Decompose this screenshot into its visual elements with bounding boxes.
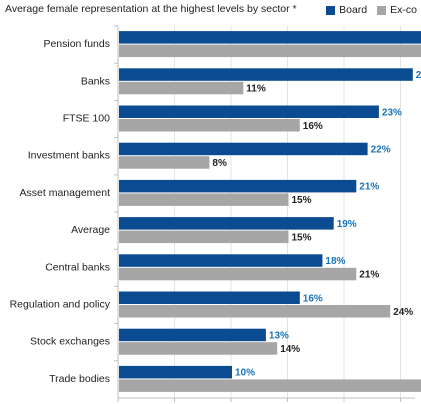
bar-board [119,179,357,193]
bar-exco [119,156,210,169]
bar-board [119,328,266,342]
category-label: Pension funds [43,38,110,50]
bar-exco [119,44,421,58]
data-label-exco: 24% [393,307,413,318]
bar-board [119,68,413,81]
data-label-exco: 14% [280,344,300,355]
bar-exco [119,267,357,281]
data-label-board: 21% [359,182,379,193]
legend-label-exco: Ex-co [390,4,417,16]
data-label-board: 19% [337,219,357,230]
category-label: FTSE 100 [63,113,110,125]
data-label-exco: 11% [246,84,266,95]
bar-board [119,31,421,44]
data-label-board: 10% [235,368,255,379]
bar-exco [119,305,391,318]
data-label-board: 16% [303,293,323,304]
legend-label-board: Board [339,4,368,16]
legend-swatch-exco [377,5,387,15]
bar-board [119,254,323,267]
bar-board [119,105,379,118]
category-label: Asset management [20,187,111,199]
bar-exco [119,342,278,355]
data-label-exco: 16% [303,121,323,132]
data-label-board: 18% [325,256,345,267]
data-label-board: 22% [371,144,391,155]
bar-exco [119,193,289,206]
data-label-board: 13% [269,330,289,341]
category-label: Average [71,224,110,236]
data-label-exco: 15% [292,232,312,243]
category-label: Banks [81,75,110,87]
data-label-exco: 8% [212,158,227,169]
legend-item-board: Board [326,4,367,16]
chart-legend: Board Ex-co [326,4,417,16]
bar-board [119,142,368,156]
data-label-board: 26% [416,70,421,81]
bar-board [119,291,300,304]
data-label-exco: 21% [359,270,379,281]
bar-exco [119,81,244,95]
category-label: Regulation and policy [10,299,111,311]
bar-exco [119,230,289,244]
bar-exco [119,119,300,132]
chart-title: Average female representation at the hig… [5,3,297,15]
category-label: Stock exchanges [30,336,110,348]
data-label-exco: 15% [292,195,312,206]
legend-swatch-board [326,5,336,15]
bar-board [119,217,334,230]
category-label: Central banks [45,261,110,273]
bar-board [119,365,232,379]
category-label: Investment banks [28,150,110,162]
bar-exco [119,379,421,392]
category-label: Trade bodies [49,373,110,385]
data-label-board: 23% [382,107,402,118]
legend-item-exco: Ex-co [377,4,417,16]
